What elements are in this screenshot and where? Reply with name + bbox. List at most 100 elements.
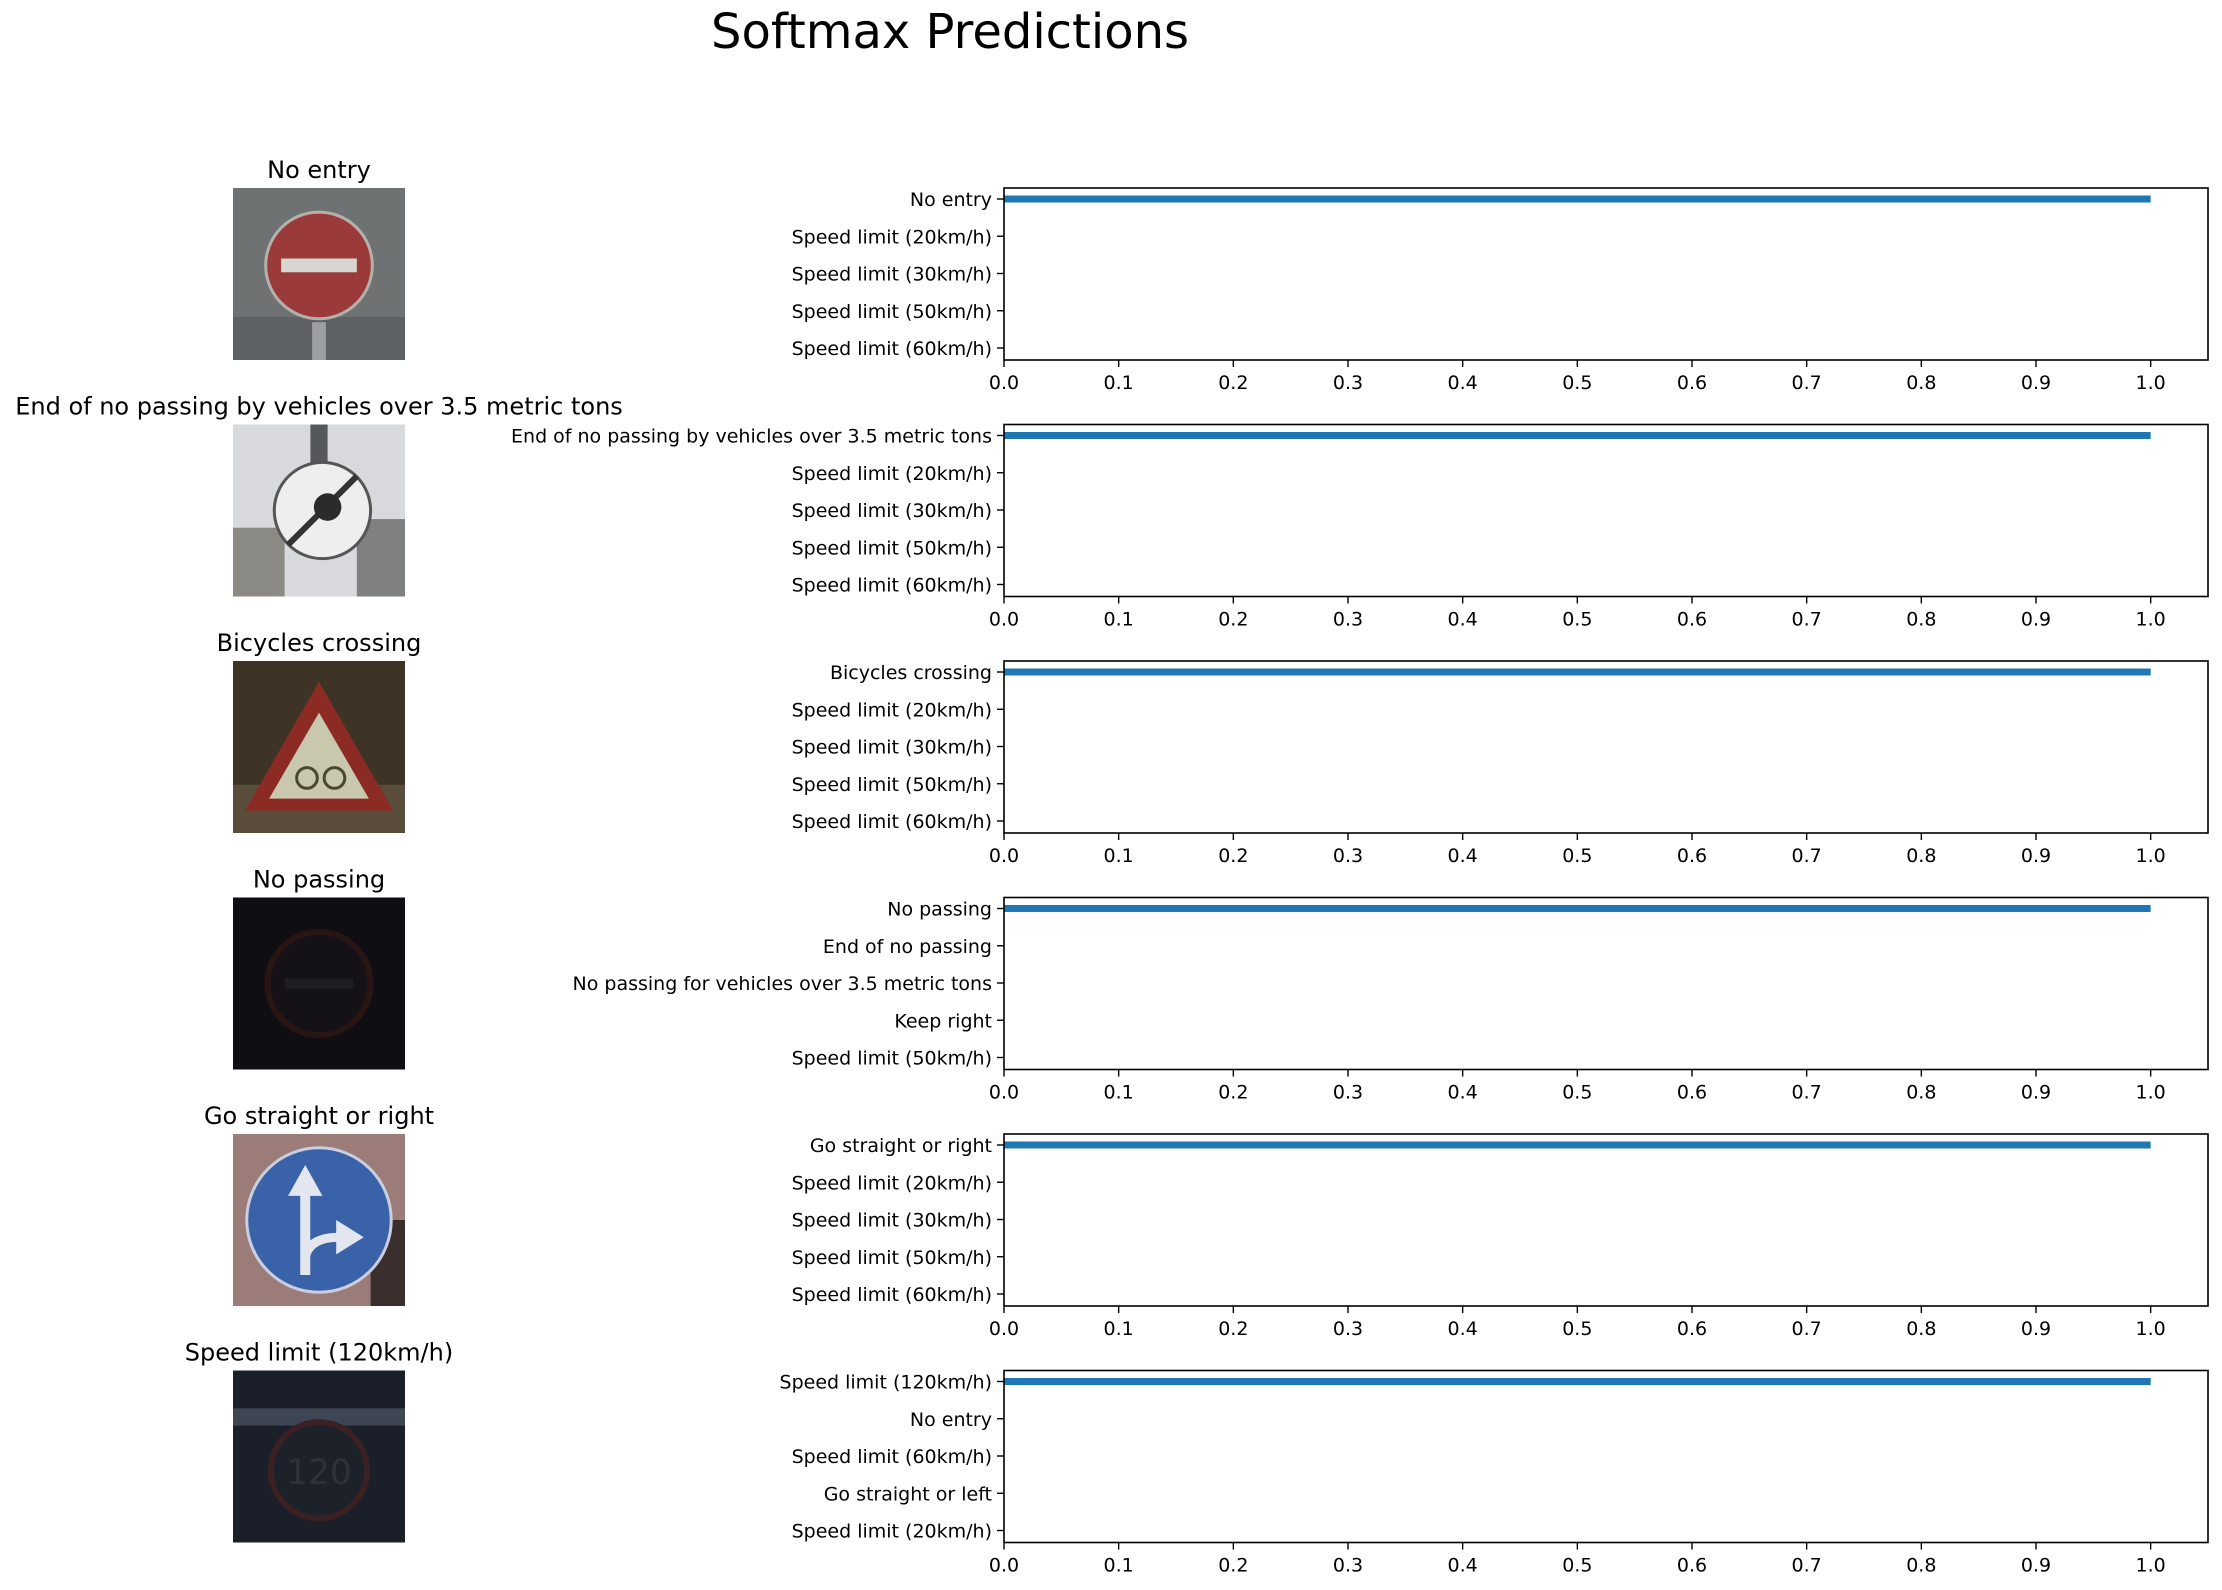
x-tick-label: 0.1 — [1104, 1555, 1134, 1577]
x-tick-label: 0.2 — [1218, 1318, 1248, 1340]
y-tick-label: No passing for vehicles over 3.5 metric … — [573, 973, 992, 995]
x-tick-label: 0.0 — [989, 845, 1019, 867]
prob-bar — [1004, 195, 2151, 203]
x-tick-label: 0.2 — [1218, 1555, 1248, 1577]
x-tick-label: 1.0 — [2136, 1082, 2166, 1104]
x-tick-label: 1.0 — [2136, 372, 2166, 394]
y-tick-label: Speed limit (50km/h) — [792, 774, 992, 796]
y-tick-label: Go straight or left — [824, 1483, 992, 1505]
speed-limit-120-sign-icon: 120 — [233, 1370, 405, 1543]
image-title: No entry — [267, 156, 371, 184]
bar-axes: No entry Speed limit (20km/h) Speed limit … — [792, 187, 2209, 394]
prob-bar — [1004, 905, 2151, 912]
prob-bar — [1004, 432, 2151, 439]
sign-text: 120 — [286, 1453, 352, 1493]
axes-frame — [1003, 1369, 2209, 1544]
x-tick-label: 0.6 — [1677, 1318, 1707, 1340]
y-tick-label: Speed limit (50km/h) — [792, 1247, 992, 1269]
x-tick-label: 1.0 — [2136, 1318, 2166, 1340]
bar-axes: Bicycles crossing Speed limit (20km/h) Spe… — [792, 660, 2209, 867]
y-tick-label: Speed limit (30km/h) — [792, 500, 992, 522]
x-tick-label: 0.6 — [1677, 1555, 1707, 1577]
x-tick-label: 0.0 — [989, 1318, 1019, 1340]
x-tick-label: 0.5 — [1562, 372, 1592, 394]
y-tick-label: Speed limit (20km/h) — [792, 1521, 992, 1543]
bar-axes: No passing End of no passing No passing fo… — [573, 896, 2209, 1104]
x-tick-label: 0.4 — [1448, 1318, 1478, 1340]
y-tick-label: Speed limit (60km/h) — [792, 1284, 992, 1306]
axes-frame — [1003, 660, 2209, 834]
x-tick-label: 0.0 — [989, 1555, 1019, 1577]
y-tick-label: Speed limit (120km/h) — [780, 1372, 992, 1394]
x-tick-label: 0.7 — [1792, 609, 1822, 631]
y-tick-label: Speed limit (30km/h) — [792, 737, 992, 759]
y-tick-label: Speed limit (50km/h) — [792, 301, 992, 323]
x-tick-label: 0.4 — [1448, 845, 1478, 867]
x-tick-label: 0.3 — [1333, 845, 1363, 867]
x-tick-label: 0.2 — [1218, 1082, 1248, 1104]
figure-title: Softmax Predictions — [710, 4, 1189, 60]
y-tick-label: Go straight or right — [810, 1135, 992, 1157]
x-tick-label: 0.3 — [1333, 1082, 1363, 1104]
y-tick-label: Speed limit (50km/h) — [792, 537, 992, 559]
y-tick-label: No entry — [910, 189, 992, 211]
subplot-row: No entry No entry Speed limit (20km/h) Spee… — [233, 156, 2209, 394]
x-tick-label: 0.4 — [1448, 1555, 1478, 1577]
prob-bar — [1004, 1378, 2151, 1385]
x-tick-label: 0.3 — [1333, 609, 1363, 631]
bar-axes: Speed limit (120km/h) No entry Speed limit… — [780, 1369, 2209, 1577]
no-entry-sign-icon — [233, 188, 405, 360]
x-tick-label: 0.5 — [1562, 609, 1592, 631]
prob-bar — [1004, 668, 2151, 676]
x-tick-label: 0.7 — [1792, 845, 1822, 867]
x-tick-label: 0.8 — [1906, 845, 1936, 867]
x-tick-label: 0.9 — [2021, 372, 2051, 394]
x-tick-label: 0.6 — [1677, 845, 1707, 867]
x-tick-label: 0.7 — [1792, 1082, 1822, 1104]
y-tick-label: Speed limit (60km/h) — [792, 1446, 992, 1468]
y-tick-label: Speed limit (20km/h) — [792, 463, 992, 485]
x-tick-label: 0.9 — [2021, 1318, 2051, 1340]
x-tick-label: 0.7 — [1792, 1555, 1822, 1577]
x-tick-label: 0.9 — [2021, 1082, 2051, 1104]
y-tick-label: End of no passing by vehicles over 3.5 m… — [511, 426, 992, 448]
x-tick-label: 0.6 — [1677, 1082, 1707, 1104]
x-tick-label: 0.3 — [1333, 372, 1363, 394]
subplot-row: Bicycles crossing Bicycles crossing Speed … — [217, 629, 2209, 867]
y-tick-label: Speed limit (30km/h) — [792, 1210, 992, 1232]
x-tick-label: 0.7 — [1792, 372, 1822, 394]
image-title: Bicycles crossing — [217, 629, 422, 657]
bar-axes: Go straight or right Speed limit (20km/h)… — [792, 1133, 2209, 1340]
axes-frame — [1003, 423, 2209, 598]
y-tick-label: Keep right — [894, 1010, 992, 1032]
x-tick-label: 0.0 — [989, 609, 1019, 631]
axes-frame — [1003, 1133, 2209, 1307]
bicycles-crossing-sign-icon — [233, 661, 405, 833]
go-straight-or-right-sign-icon — [233, 1134, 405, 1306]
x-tick-label: 0.0 — [989, 1082, 1019, 1104]
x-tick-label: 0.2 — [1218, 372, 1248, 394]
y-tick-label: Speed limit (20km/h) — [792, 699, 992, 721]
x-tick-label: 0.8 — [1906, 609, 1936, 631]
axes-frame — [1003, 896, 2209, 1071]
x-tick-label: 0.9 — [2021, 845, 2051, 867]
y-tick-label: Speed limit (30km/h) — [792, 264, 992, 286]
y-tick-label: Speed limit (60km/h) — [792, 338, 992, 360]
image-title: Go straight or right — [204, 1102, 434, 1130]
x-tick-label: 0.5 — [1562, 1082, 1592, 1104]
bar-axes: End of no passing by vehicles over 3.5 m… — [511, 423, 2209, 631]
x-tick-label: 0.9 — [2021, 609, 2051, 631]
x-tick-label: 0.8 — [1906, 1555, 1936, 1577]
y-tick-label: Speed limit (20km/h) — [792, 226, 992, 248]
x-tick-label: 0.4 — [1448, 372, 1478, 394]
x-tick-label: 0.1 — [1104, 1318, 1134, 1340]
end-of-no-passing-sign-icon — [233, 424, 405, 597]
x-tick-label: 0.8 — [1906, 1318, 1936, 1340]
x-tick-label: 0.2 — [1218, 845, 1248, 867]
x-tick-label: 0.9 — [2021, 1555, 2051, 1577]
x-tick-label: 0.2 — [1218, 609, 1248, 631]
subplot-row: Speed limit (120km/h) 120 Speed limit (120… — [185, 1339, 2209, 1577]
